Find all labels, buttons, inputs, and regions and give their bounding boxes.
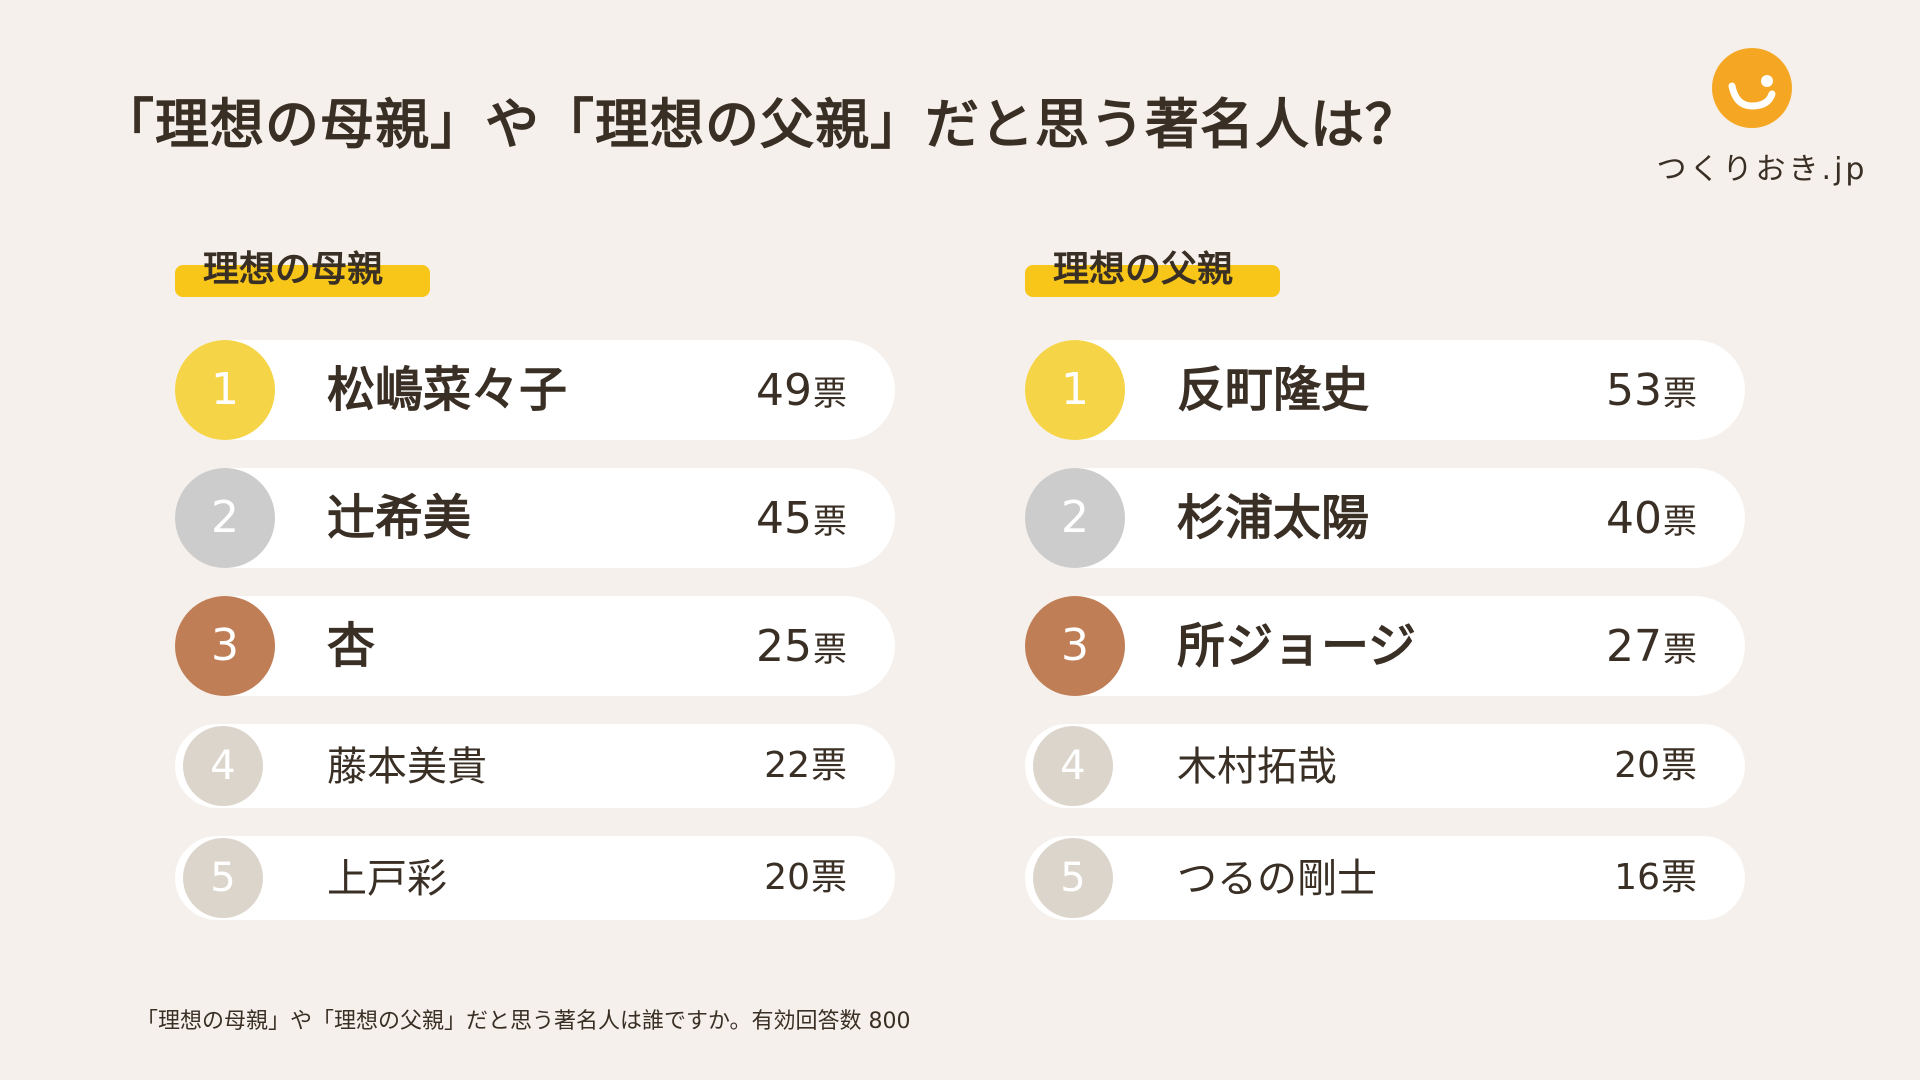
brand-logo[interactable]: つくりおき.jp bbox=[1640, 48, 1870, 188]
section-label-text: 理想の父親 bbox=[1053, 249, 1234, 290]
logo-text: つくりおき.jp bbox=[1656, 152, 1868, 187]
rank-badge-4: 4 bbox=[1033, 726, 1113, 806]
vote-count: 45票 bbox=[756, 492, 847, 549]
vote-unit: 票 bbox=[1663, 630, 1697, 670]
rank-row-4: 4 木村拓哉 20票 bbox=[1025, 724, 1745, 808]
section-label-text: 理想の母親 bbox=[203, 249, 384, 290]
rank-badge-3: 3 bbox=[1025, 596, 1125, 696]
vote-unit: 票 bbox=[810, 745, 847, 786]
person-name: 反町隆史 bbox=[1177, 362, 1370, 418]
vote-count: 16票 bbox=[1614, 854, 1697, 902]
person-name: 杏 bbox=[327, 618, 376, 674]
rank-row-3: 3 所ジョージ 27票 bbox=[1025, 596, 1745, 696]
rank-row-1: 1 松嶋菜々子 49票 bbox=[175, 340, 895, 440]
rank-row-background bbox=[1025, 340, 1745, 440]
vote-number: 53 bbox=[1606, 365, 1662, 416]
vote-number: 16 bbox=[1614, 857, 1660, 898]
person-name: 所ジョージ bbox=[1177, 618, 1417, 674]
person-name: 杉浦太陽 bbox=[1177, 490, 1370, 546]
mother-rank-list: 1 松嶋菜々子 49票 2 辻希美 45票 3 杏 25票 4 藤本美貴 22票 5 上戸彩 20票 bbox=[175, 340, 905, 920]
vote-number: 45 bbox=[756, 493, 812, 544]
person-name: 辻希美 bbox=[327, 490, 472, 546]
person-name: つるの剛士 bbox=[1177, 856, 1377, 902]
person-name: 藤本美貴 bbox=[327, 744, 487, 790]
rank-badge-3: 3 bbox=[175, 596, 275, 696]
rank-badge-1: 1 bbox=[1025, 340, 1125, 440]
rank-row-background bbox=[1025, 724, 1745, 808]
vote-unit: 票 bbox=[1663, 502, 1697, 542]
vote-unit: 票 bbox=[813, 374, 847, 414]
rank-row-background bbox=[1025, 596, 1745, 696]
vote-number: 49 bbox=[756, 365, 812, 416]
rank-row-background bbox=[175, 724, 895, 808]
vote-unit: 票 bbox=[813, 502, 847, 542]
rank-badge-5: 5 bbox=[1033, 838, 1113, 918]
rank-row-2: 2 杉浦太陽 40票 bbox=[1025, 468, 1745, 568]
vote-count: 49票 bbox=[756, 364, 847, 421]
rank-row-background bbox=[1025, 468, 1745, 568]
vote-number: 20 bbox=[1614, 745, 1660, 786]
label-highlight bbox=[1025, 265, 1280, 297]
rank-row-background bbox=[1025, 836, 1745, 920]
vote-unit: 票 bbox=[810, 857, 847, 898]
vote-number: 22 bbox=[764, 745, 810, 786]
label-highlight bbox=[175, 265, 430, 297]
rank-badge-2: 2 bbox=[175, 468, 275, 568]
father-rank-list: 1 反町隆史 53票 2 杉浦太陽 40票 3 所ジョージ 27票 4 木村拓哉 20票 5 つるの剛士 1… bbox=[1025, 340, 1755, 920]
vote-count: 22票 bbox=[764, 742, 847, 790]
person-name: 木村拓哉 bbox=[1177, 744, 1337, 790]
vote-count: 27票 bbox=[1606, 620, 1697, 677]
vote-count: 20票 bbox=[1614, 742, 1697, 790]
rank-row-background bbox=[175, 836, 895, 920]
section-label-father: 理想の父親 bbox=[1025, 240, 1280, 300]
rank-row-background bbox=[175, 596, 895, 696]
vote-unit: 票 bbox=[1663, 374, 1697, 414]
vote-unit: 票 bbox=[813, 630, 847, 670]
rank-badge-2: 2 bbox=[1025, 468, 1125, 568]
person-name: 松嶋菜々子 bbox=[327, 362, 568, 418]
rank-row-background bbox=[175, 340, 895, 440]
rank-badge-5: 5 bbox=[183, 838, 263, 918]
vote-number: 25 bbox=[756, 621, 812, 672]
vote-number: 40 bbox=[1606, 493, 1662, 544]
rank-row-2: 2 辻希美 45票 bbox=[175, 468, 895, 568]
page-title: 「理想の母親」や「理想の父親」だと思う著名人は？ bbox=[100, 93, 1420, 156]
rank-row-1: 1 反町隆史 53票 bbox=[1025, 340, 1745, 440]
vote-number: 27 bbox=[1606, 621, 1662, 672]
survey-footnote: 「理想の母親」や「理想の父親」だと思う著名人は誰ですか。有効回答数 800 bbox=[136, 1009, 911, 1034]
mother-ranking-panel: 理想の母親 1 松嶋菜々子 49票 2 辻希美 45票 3 杏 25票 4 藤本美貴 22票 5 上戸彩 2… bbox=[175, 240, 905, 930]
rank-row-5: 5 つるの剛士 16票 bbox=[1025, 836, 1745, 920]
person-name: 上戸彩 bbox=[327, 856, 447, 902]
vote-unit: 票 bbox=[1660, 745, 1697, 786]
vote-count: 53票 bbox=[1606, 364, 1697, 421]
vote-number: 20 bbox=[764, 857, 810, 898]
vote-count: 40票 bbox=[1606, 492, 1697, 549]
rank-row-4: 4 藤本美貴 22票 bbox=[175, 724, 895, 808]
rank-badge-1: 1 bbox=[175, 340, 275, 440]
vote-unit: 票 bbox=[1660, 857, 1697, 898]
rank-row-background bbox=[175, 468, 895, 568]
section-label-mother: 理想の母親 bbox=[175, 240, 430, 300]
rank-row-3: 3 杏 25票 bbox=[175, 596, 895, 696]
vote-count: 20票 bbox=[764, 854, 847, 902]
rank-badge-4: 4 bbox=[183, 726, 263, 806]
vote-count: 25票 bbox=[756, 620, 847, 677]
smile-logo-icon bbox=[1712, 48, 1792, 128]
father-ranking-panel: 理想の父親 1 反町隆史 53票 2 杉浦太陽 40票 3 所ジョージ 27票 4 木村拓哉 20票 5… bbox=[1025, 240, 1755, 930]
rank-row-5: 5 上戸彩 20票 bbox=[175, 836, 895, 920]
